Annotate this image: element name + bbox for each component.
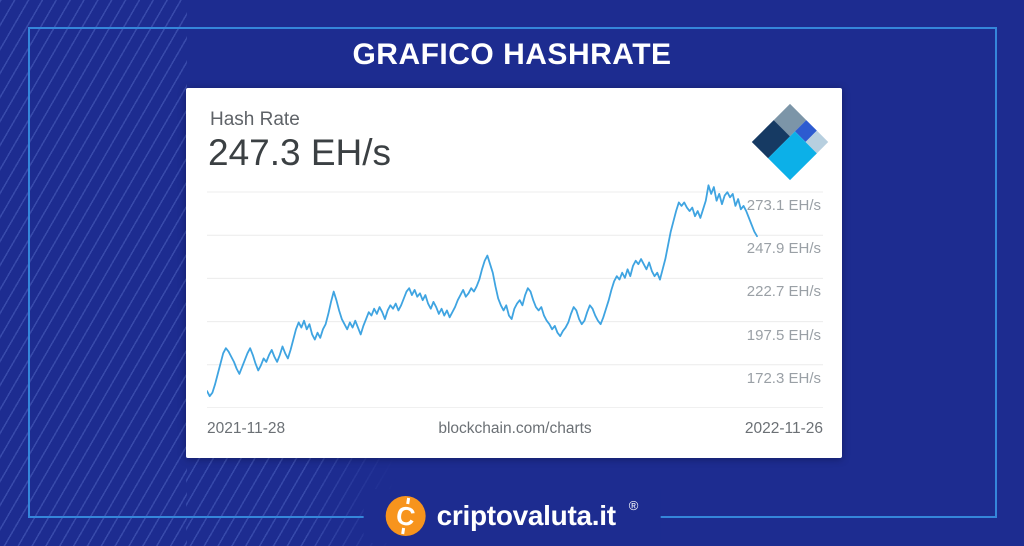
metric-label: Hash Rate (210, 109, 300, 130)
y-axis-tick-label: 273.1 EH/s (746, 197, 821, 214)
hashrate-plot-area: 273.1 EH/s 247.9 EH/s 222.7 EH/s 197.5 EH/s… (207, 168, 823, 408)
hashrate-line-series (207, 184, 758, 398)
chart-card: Hash Rate 247.3 EH/s 273.1 EH/s 247.9 EH/… (186, 88, 842, 458)
y-axis-tick-label: 172.3 EH/s (746, 369, 821, 387)
x-axis-start-date: 2021-11-28 (207, 420, 286, 437)
hashrate-chart-svg (207, 184, 823, 408)
brand-name: criptovaluta.it (436, 500, 616, 531)
page-title: GRAFICO HASHRATE (352, 38, 672, 71)
metric-value: 247.3 EH/s (208, 132, 392, 173)
x-axis: 2021-11-28 blockchain.com/charts 2022-11… (207, 420, 823, 440)
y-axis-tick-label: 197.5 EH/s (746, 326, 821, 344)
registered-mark: ® (628, 498, 639, 513)
chart-source-label: blockchain.com/charts (438, 420, 592, 437)
x-axis-end-date: 2022-11-26 (744, 420, 823, 437)
y-axis-tick-label: 222.7 EH/s (746, 283, 821, 301)
brand-logo: C criptovaluta.it ® (363, 489, 661, 543)
crypto-coin-icon: C (385, 496, 426, 536)
y-axis-tick-label: 247.9 EH/s (746, 240, 821, 258)
